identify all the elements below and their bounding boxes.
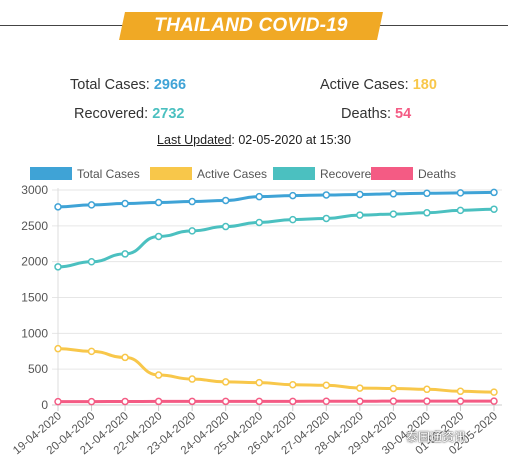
data-point — [423, 385, 431, 394]
active-cases-stat: Active Cases: 180 — [320, 77, 437, 93]
data-point — [255, 397, 263, 406]
legend-swatch — [30, 167, 72, 180]
data-point — [322, 214, 331, 223]
last-updated-value: : 02-05-2020 at 15:30 — [231, 133, 351, 147]
y-tick-label: 500 — [28, 362, 48, 376]
data-point — [221, 397, 230, 406]
data-point — [87, 201, 96, 209]
data-point — [356, 397, 364, 406]
data-point — [188, 397, 196, 406]
watermark-text: 泰国通资讯 — [406, 430, 467, 444]
data-point — [490, 205, 498, 213]
data-point — [289, 191, 297, 200]
last-updated-label: Last Updated — [157, 133, 232, 147]
recovered-stat: Recovered: 2732 — [74, 106, 184, 122]
total-cases-stat: Total Cases: 2966 — [70, 77, 186, 93]
data-point — [423, 209, 431, 217]
data-point — [54, 397, 62, 406]
data-point — [289, 397, 297, 406]
y-tick-label: 2000 — [21, 255, 48, 269]
data-point — [255, 218, 263, 227]
recovered-label: Recovered: — [74, 106, 149, 122]
data-point — [356, 190, 364, 199]
data-point — [221, 222, 230, 231]
data-point — [356, 384, 364, 392]
legend-swatch — [371, 167, 413, 180]
last-updated: Last Updated: 02-05-2020 at 15:30 — [0, 133, 508, 147]
data-point — [154, 397, 163, 406]
total-cases-value: 2966 — [153, 77, 187, 93]
data-point — [121, 397, 129, 406]
data-point — [389, 210, 398, 218]
data-point — [456, 206, 465, 215]
data-point — [87, 257, 96, 266]
data-point — [423, 397, 431, 405]
legend-swatch — [150, 167, 192, 180]
legend-swatch — [273, 167, 315, 180]
y-tick-label: 3000 — [21, 183, 48, 197]
data-point — [456, 387, 465, 396]
data-point — [490, 388, 498, 396]
data-point — [322, 191, 331, 199]
y-tick-label: 0 — [41, 398, 48, 412]
data-point — [221, 196, 230, 205]
data-point — [389, 190, 398, 198]
data-point — [389, 384, 398, 393]
y-tick-label: 1000 — [21, 326, 48, 340]
deaths-label: Deaths: — [341, 106, 391, 122]
data-point — [289, 380, 297, 389]
data-point — [54, 344, 62, 353]
data-point — [188, 375, 196, 383]
data-point — [356, 211, 364, 219]
series-line — [57, 207, 495, 269]
legend-label: Active Cases — [197, 167, 267, 181]
data-point — [456, 397, 465, 405]
data-point — [188, 227, 196, 235]
y-tick-label: 2500 — [21, 219, 48, 233]
data-point — [456, 189, 465, 197]
y-tick-label: 1500 — [21, 291, 48, 305]
header-rule-right — [380, 25, 508, 26]
data-point — [322, 381, 331, 389]
total-cases-label: Total Cases: — [70, 77, 150, 93]
data-point — [255, 192, 263, 201]
data-point — [54, 263, 62, 271]
data-point — [87, 347, 96, 356]
data-point — [154, 198, 163, 207]
covid-line-chart: 05001000150020002500300019-04-202020-04-… — [11, 167, 502, 457]
deaths-value: 54 — [395, 106, 412, 122]
data-point — [423, 189, 431, 198]
header-rule-left — [0, 25, 128, 26]
active-cases-label: Active Cases: — [320, 77, 409, 93]
data-point — [289, 215, 297, 224]
legend-label: Total Cases — [77, 167, 140, 181]
data-point — [255, 378, 263, 387]
deaths-stat: Deaths: 54 — [341, 106, 411, 122]
active-cases-value: 180 — [412, 77, 437, 93]
data-point — [87, 397, 96, 406]
recovered-value: 2732 — [152, 106, 185, 122]
data-point — [490, 397, 498, 405]
data-point — [322, 397, 331, 406]
data-point — [490, 188, 498, 197]
data-point — [154, 232, 163, 241]
data-point — [121, 250, 129, 258]
data-point — [389, 397, 398, 405]
data-point — [54, 203, 62, 211]
data-point — [188, 197, 196, 206]
data-point — [121, 353, 129, 362]
page-title: THAILAND COVID-19 STATS — [154, 15, 348, 64]
legend-label: Recovered — [320, 167, 378, 181]
data-point — [154, 371, 163, 379]
legend-label: Deaths — [418, 167, 456, 181]
data-point — [121, 199, 129, 208]
data-point — [221, 378, 230, 386]
